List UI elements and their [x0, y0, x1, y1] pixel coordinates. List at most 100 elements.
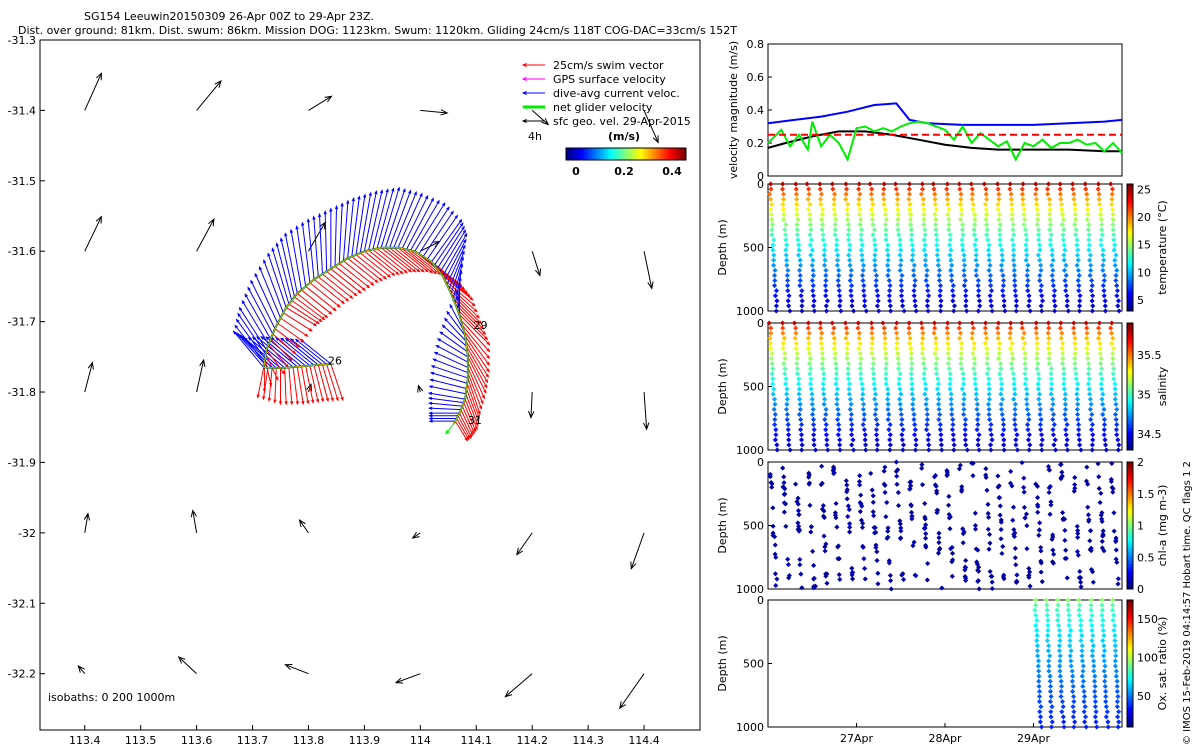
swim-vector-head [335, 397, 339, 402]
profile-point [885, 267, 892, 273]
map-x-tick-label: 113.6 [181, 734, 213, 747]
profile-point [1113, 252, 1119, 258]
colorbar-tick-label: 0 [1137, 583, 1144, 596]
swim-vector-head [374, 279, 379, 284]
map-y-tick-label: -32.2 [8, 668, 36, 681]
profile-point [1063, 262, 1069, 268]
dac-vector-head [254, 272, 258, 277]
profile-point [1049, 719, 1055, 725]
profile-point [1109, 196, 1115, 202]
profile-point [809, 247, 815, 253]
profile-point [783, 406, 789, 412]
profile-point [1100, 638, 1106, 644]
profile-point [1089, 627, 1095, 634]
profile-point [1059, 222, 1065, 228]
profile-point [873, 272, 879, 278]
colorbar-cell [1127, 244, 1133, 248]
dac-vector [405, 198, 434, 250]
profile-point [829, 320, 835, 326]
profile-point [1001, 427, 1007, 433]
profile-point [857, 366, 863, 372]
colorbar-cell [646, 148, 649, 160]
profile-point [1065, 597, 1071, 603]
profile-point [973, 272, 979, 278]
profile-point [910, 406, 916, 412]
profile-point [1110, 607, 1116, 613]
colorbar-cell [1127, 212, 1133, 217]
colorbar-cell [1127, 579, 1133, 584]
profile-point [847, 524, 853, 530]
dac-vector-head [428, 419, 433, 423]
dac-vector-head [263, 259, 267, 264]
swim-vector-head [429, 269, 434, 274]
profile-point [1110, 617, 1116, 623]
dac-vector-head [280, 337, 285, 342]
dac-vector [448, 251, 465, 290]
dac-vector [280, 238, 295, 298]
profile-point [792, 335, 798, 341]
profile-point [1033, 191, 1039, 197]
colorbar-tick-label: 0.5 [1137, 551, 1155, 564]
profile-point [858, 371, 864, 377]
profile-point [782, 356, 788, 362]
dac-vector-head [436, 338, 441, 342]
profile-point [1026, 566, 1032, 572]
swim-vector-head [278, 401, 283, 406]
profile-point [1101, 653, 1107, 659]
profile-point [908, 503, 914, 509]
swim-vector [410, 249, 441, 275]
profile-point [1112, 643, 1118, 649]
profile-point [823, 427, 829, 433]
profile-point [999, 247, 1005, 253]
geo-vector [643, 392, 648, 430]
dac-vector-head [402, 187, 406, 193]
colorbar-cell [642, 148, 645, 160]
swim-vector-head [349, 295, 354, 299]
profile-point [945, 320, 951, 326]
profile-point [1058, 335, 1064, 341]
profile-point [899, 437, 905, 443]
profile-point [945, 335, 951, 341]
profile-point [863, 447, 869, 453]
profile-point [1075, 381, 1081, 387]
profile-point [1022, 227, 1028, 233]
dac-vector-head [284, 232, 288, 237]
profile-point [982, 325, 988, 331]
dac-vector [285, 338, 319, 366]
geo-vector-head [177, 656, 186, 664]
dac-vector-head [408, 189, 412, 194]
profile-point [1038, 262, 1044, 268]
dac-vector-head [428, 401, 433, 405]
profile-point [774, 576, 780, 582]
profile-point [1095, 461, 1101, 467]
profile-point [1025, 427, 1031, 433]
profile-point [996, 191, 1002, 197]
profile-point [946, 206, 952, 212]
dac-vector-head [454, 214, 459, 219]
profile-point [813, 447, 819, 453]
section-y-tick-label: 1000 [736, 305, 764, 318]
profile-point [894, 481, 900, 487]
profile-point [1046, 356, 1052, 362]
section-frame [767, 461, 1123, 590]
dac-vector-head [449, 303, 453, 308]
geo-vector [530, 392, 533, 418]
profile-point [1097, 345, 1103, 351]
profile-point [1111, 237, 1117, 243]
profile-point [781, 474, 787, 480]
profile-point [1039, 579, 1045, 585]
profile-point [1102, 303, 1108, 309]
profile-point [970, 325, 976, 331]
profile-point [885, 525, 891, 531]
profile-point [1035, 232, 1042, 238]
profile-point [882, 330, 888, 336]
colorbar-cell [1127, 285, 1133, 290]
profile-point [958, 345, 964, 351]
velocity-y-tick-label: 0.6 [747, 71, 765, 84]
colorbar-cell [606, 148, 609, 160]
swim-vector [406, 249, 437, 274]
profile-point [1025, 277, 1031, 284]
dac-vector [359, 192, 372, 254]
profile-point [1086, 237, 1092, 243]
profile-point [925, 437, 931, 443]
